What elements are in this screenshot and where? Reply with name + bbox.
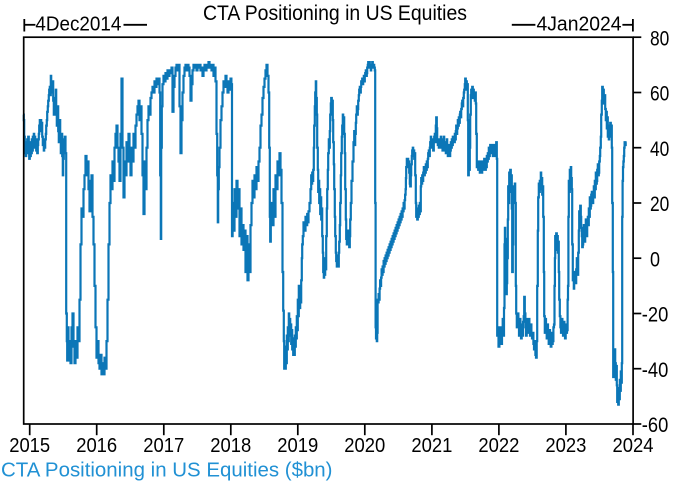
svg-text:2017: 2017 bbox=[143, 434, 184, 457]
svg-text:20: 20 bbox=[650, 193, 669, 216]
svg-text:2023: 2023 bbox=[545, 434, 586, 457]
svg-text:4Jan2024: 4Jan2024 bbox=[537, 14, 622, 36]
svg-text:2015: 2015 bbox=[9, 434, 50, 457]
svg-text:40: 40 bbox=[650, 138, 669, 161]
svg-text:2020: 2020 bbox=[344, 434, 385, 457]
svg-text:2016: 2016 bbox=[76, 434, 117, 457]
svg-text:CTA Positioning in US Equities: CTA Positioning in US Equities ($bn) bbox=[1, 460, 333, 482]
svg-text:-20: -20 bbox=[642, 304, 669, 327]
svg-text:-60: -60 bbox=[642, 414, 669, 437]
svg-text:2022: 2022 bbox=[478, 434, 519, 457]
svg-text:2018: 2018 bbox=[210, 434, 251, 457]
svg-text:-40: -40 bbox=[642, 359, 669, 382]
svg-text:2024: 2024 bbox=[613, 434, 654, 457]
svg-text:0: 0 bbox=[650, 248, 660, 271]
svg-text:CTA Positioning in US Equities: CTA Positioning in US Equities bbox=[203, 2, 467, 25]
svg-text:2019: 2019 bbox=[277, 434, 318, 457]
svg-text:80: 80 bbox=[650, 27, 669, 50]
svg-text:2021: 2021 bbox=[411, 434, 452, 457]
svg-text:4Dec2014: 4Dec2014 bbox=[35, 14, 121, 36]
svg-text:60: 60 bbox=[650, 83, 669, 106]
